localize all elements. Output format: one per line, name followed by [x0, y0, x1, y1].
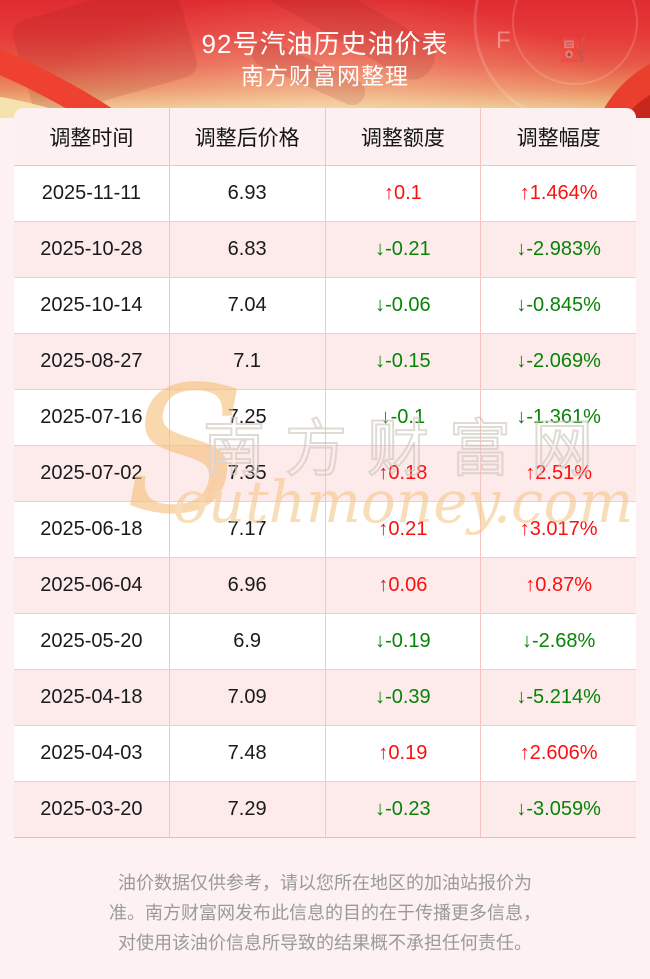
table-row: 2025-06-18 7.17 ↑0.21 ↑3.017%	[14, 502, 636, 558]
price-after-cell: 7.09	[170, 670, 326, 725]
adjust-date-cell: 2025-06-18	[14, 502, 170, 557]
adjust-date-cell: 2025-03-20	[14, 782, 170, 837]
adjust-date-cell: 2025-10-28	[14, 222, 170, 277]
change-amount-cell: ↑0.19	[326, 726, 482, 781]
table-body: 2025-11-11 6.93 ↑0.1 ↑1.464% 2025-10-28 …	[14, 166, 636, 838]
price-after-cell: 7.29	[170, 782, 326, 837]
change-percent-cell: ↓-5.214%	[516, 686, 601, 708]
price-after-cell: 6.93	[170, 166, 326, 221]
table-row: 2025-07-16 7.25 ↓-0.1 ↓-1.361%	[14, 390, 636, 446]
adjust-date-cell: 2025-04-18	[14, 670, 170, 725]
adjust-date-cell: 2025-08-27	[14, 334, 170, 389]
price-after-cell: 7.35	[170, 446, 326, 501]
change-percent-cell: ↓-1.361%	[516, 406, 601, 428]
col-header-change-percent: 调整幅度	[516, 126, 601, 150]
change-percent-cell: ↑0.87%	[525, 574, 592, 596]
adjust-date-cell: 2025-05-20	[14, 614, 170, 669]
table-row: 2025-11-11 6.93 ↑0.1 ↑1.464%	[14, 166, 636, 222]
price-after-cell: 7.1	[170, 334, 326, 389]
table-row: 2025-07-02 7.35 ↑0.18 ↑2.51%	[14, 446, 636, 502]
table-row: 2025-04-03 7.48 ↑0.19 ↑2.606%	[14, 726, 636, 782]
change-amount-cell: ↓-0.19	[326, 614, 482, 669]
price-after-cell: 7.04	[170, 278, 326, 333]
table-row: 2025-05-20 6.9 ↓-0.19 ↓-2.68%	[14, 614, 636, 670]
gauge-f-label: F	[496, 27, 511, 54]
table-row: 2025-10-14 7.04 ↓-0.06 ↓-0.845%	[14, 278, 636, 334]
change-percent-cell: ↑2.606%	[519, 742, 598, 764]
change-percent-cell: ↑3.017%	[519, 518, 598, 540]
table-row: 2025-08-27 7.1 ↓-0.15 ↓-2.069%	[14, 334, 636, 390]
change-percent-cell: ↑2.51%	[525, 462, 592, 484]
adjust-date-cell: 2025-06-04	[14, 558, 170, 613]
price-after-cell: 6.83	[170, 222, 326, 277]
adjust-date-cell: 2025-04-03	[14, 726, 170, 781]
change-amount-cell: ↓-0.23	[326, 782, 482, 837]
col-header-change-amount: 调整额度	[326, 108, 482, 165]
disclaimer-text: 油价数据仅供参考，请以您所在地区的加油站报价为 准。南方财富网发布此信息的目的在…	[0, 868, 650, 958]
disclaimer-line: 油价数据仅供参考，请以您所在地区的加油站报价为	[118, 873, 532, 893]
change-amount-cell: ↑0.1	[326, 166, 482, 221]
fuel-pump-icon: ⛽	[558, 36, 588, 64]
disclaimer-line: 对使用该油价信息所导致的结果概不承担任何责任。	[118, 933, 532, 953]
adjust-date-cell: 2025-11-11	[14, 166, 170, 221]
price-after-cell: 6.96	[170, 558, 326, 613]
price-after-cell: 7.48	[170, 726, 326, 781]
page-subtitle: 南方财富网整理	[241, 63, 409, 89]
table-header-row: 调整时间 调整后价格 调整额度 调整幅度	[14, 108, 636, 166]
table-row: 2025-10-28 6.83 ↓-0.21 ↓-2.983%	[14, 222, 636, 278]
price-after-cell: 6.9	[170, 614, 326, 669]
banner: F ⛽ 92号汽油历史油价表 南方财富网整理	[0, 0, 650, 118]
change-percent-cell: ↓-3.059%	[516, 798, 601, 820]
col-header-adjust-date: 调整时间	[14, 108, 170, 165]
disclaimer-line: 准。南方财富网发布此信息的目的在于传播更多信息，	[109, 903, 541, 923]
change-percent-cell: ↓-0.845%	[516, 294, 601, 316]
page-title: 92号汽油历史油价表	[201, 29, 449, 59]
change-amount-cell: ↑0.18	[326, 446, 482, 501]
change-amount-cell: ↓-0.39	[326, 670, 482, 725]
change-percent-cell: ↑1.464%	[519, 182, 598, 204]
change-amount-cell: ↓-0.21	[326, 222, 482, 277]
table-row: 2025-04-18 7.09 ↓-0.39 ↓-5.214%	[14, 670, 636, 726]
fuel-gauge-arc	[473, 0, 650, 118]
change-percent-cell: ↓-2.68%	[521, 630, 596, 652]
price-table: 调整时间 调整后价格 调整额度 调整幅度 2025-11-11 6.93 ↑0.…	[14, 108, 636, 838]
adjust-date-cell: 2025-07-02	[14, 446, 170, 501]
change-percent-cell: ↓-2.983%	[516, 238, 601, 260]
price-after-cell: 7.17	[170, 502, 326, 557]
change-amount-cell: ↑0.21	[326, 502, 482, 557]
change-amount-cell: ↓-0.15	[326, 334, 482, 389]
change-amount-cell: ↓-0.06	[326, 278, 482, 333]
adjust-date-cell: 2025-07-16	[14, 390, 170, 445]
table-row: 2025-06-04 6.96 ↑0.06 ↑0.87%	[14, 558, 636, 614]
change-percent-cell: ↓-2.069%	[516, 350, 601, 372]
change-amount-cell: ↓-0.1	[326, 390, 482, 445]
table-row: 2025-03-20 7.29 ↓-0.23 ↓-3.059%	[14, 782, 636, 838]
price-after-cell: 7.25	[170, 390, 326, 445]
adjust-date-cell: 2025-10-14	[14, 278, 170, 333]
col-header-price-after: 调整后价格	[170, 108, 326, 165]
change-amount-cell: ↑0.06	[326, 558, 482, 613]
